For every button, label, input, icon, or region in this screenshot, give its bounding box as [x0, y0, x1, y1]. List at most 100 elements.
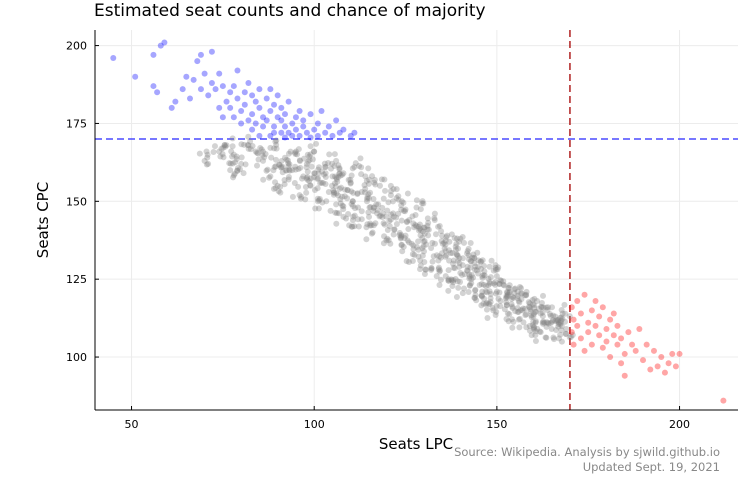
data-point [339, 202, 346, 209]
data-point [232, 159, 239, 166]
data-point [500, 278, 507, 285]
data-point [441, 245, 448, 252]
data-point [532, 308, 539, 315]
data-point [330, 191, 337, 198]
data-point [396, 229, 403, 236]
data-point [322, 163, 329, 170]
data-point [150, 83, 157, 90]
data-point [272, 185, 279, 192]
data-point [504, 291, 511, 298]
data-points [110, 39, 727, 404]
data-point [525, 299, 532, 306]
data-point [238, 160, 245, 167]
data-point [252, 98, 259, 105]
data-point [417, 227, 424, 234]
data-point [404, 237, 411, 244]
data-point [400, 199, 407, 206]
data-point [227, 104, 234, 111]
data-point [486, 279, 493, 286]
series-points [201, 142, 570, 342]
data-point [519, 307, 526, 314]
data-point [304, 174, 311, 181]
data-point [286, 161, 293, 168]
data-point [515, 316, 522, 323]
data-point [252, 148, 259, 155]
data-point [449, 282, 456, 289]
data-point [349, 217, 356, 224]
data-point [495, 295, 502, 302]
data-point [204, 154, 211, 161]
grid [95, 30, 738, 410]
data-point [465, 252, 472, 259]
data-point [419, 200, 426, 207]
data-point [318, 179, 325, 186]
x-tick-label: 200 [669, 418, 690, 431]
data-point [425, 232, 432, 239]
data-point [431, 215, 438, 222]
data-point [210, 149, 217, 156]
data-point [320, 179, 327, 186]
data-point [398, 217, 405, 224]
data-point [521, 292, 528, 299]
data-point [346, 222, 353, 229]
data-point [375, 201, 382, 208]
data-point [292, 148, 299, 155]
data-point [366, 213, 373, 220]
data-point [529, 301, 536, 308]
data-point [546, 310, 553, 317]
data-point [281, 111, 288, 118]
data-point [505, 318, 512, 325]
data-point [650, 347, 657, 354]
data-point [400, 243, 407, 250]
data-point [366, 176, 373, 183]
data-point [307, 151, 314, 158]
data-point [466, 282, 473, 289]
data-point [340, 126, 347, 133]
data-point [233, 153, 240, 160]
data-point [267, 173, 274, 180]
data-point [303, 160, 310, 167]
data-point [514, 305, 521, 312]
data-point [410, 242, 417, 249]
data-point [475, 257, 482, 264]
data-point [424, 222, 431, 229]
data-point [249, 126, 256, 133]
data-point [448, 276, 455, 283]
data-point [555, 323, 562, 330]
data-point [422, 266, 429, 273]
data-point [483, 299, 490, 306]
data-point [322, 129, 329, 136]
data-point [277, 189, 284, 196]
data-point [333, 190, 340, 197]
data-point [506, 285, 513, 292]
data-point [504, 288, 511, 295]
data-point [527, 308, 534, 315]
data-point [217, 153, 224, 160]
data-point [468, 276, 475, 283]
data-point [454, 278, 461, 285]
data-point [481, 268, 488, 275]
data-point [238, 141, 245, 148]
data-point [286, 166, 293, 173]
data-point [415, 253, 422, 260]
data-point [402, 232, 409, 239]
data-point [472, 287, 479, 294]
data-point [510, 294, 517, 301]
data-point [301, 155, 308, 162]
data-point [292, 150, 299, 157]
data-point [337, 172, 344, 179]
data-point [431, 210, 438, 217]
data-point [281, 177, 288, 184]
data-point [316, 164, 323, 171]
data-point [413, 197, 420, 204]
data-point [442, 253, 449, 260]
data-point [489, 304, 496, 311]
data-point [441, 240, 448, 247]
data-point [285, 160, 292, 167]
data-point [285, 129, 292, 136]
data-point [183, 73, 190, 80]
data-point [351, 223, 358, 230]
data-point [347, 132, 354, 139]
data-point [658, 354, 665, 361]
data-point [539, 319, 546, 326]
